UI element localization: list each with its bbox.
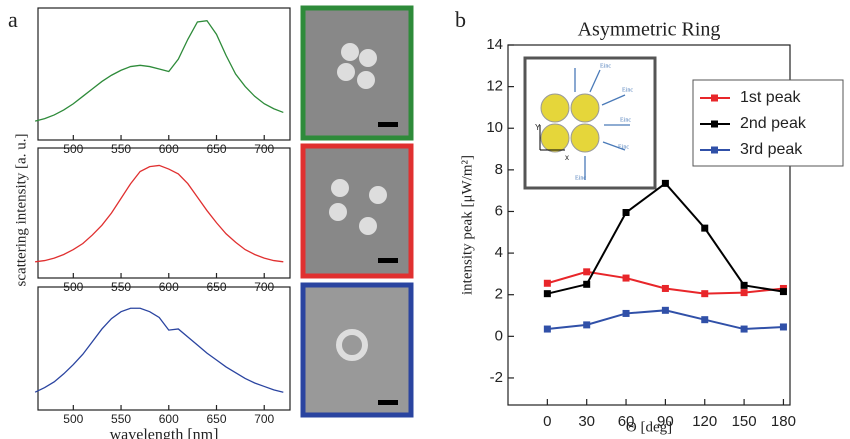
x-tick-label: 550: [111, 142, 131, 156]
legend-swatch: [711, 121, 718, 128]
plot-frame: [38, 8, 290, 140]
y-tick-label: 4: [495, 244, 503, 261]
inset-diagram: Y x Einc Einc Einc Einc Einc: [525, 58, 655, 188]
y-axis-label: scattering intensity [a. u.]: [13, 134, 29, 287]
data-point: [662, 307, 669, 314]
x-tick-label: 120: [692, 413, 717, 430]
data-point: [583, 268, 590, 275]
inset-label: Einc: [618, 144, 629, 150]
x-tick-label: 600: [159, 142, 179, 156]
inset-label: Einc: [622, 87, 633, 93]
x-tick-label: 700: [254, 142, 274, 156]
data-point: [544, 290, 551, 297]
x-tick-label: 650: [206, 412, 226, 426]
legend-swatch: [711, 95, 718, 102]
x-tick-label: 550: [111, 412, 131, 426]
legend-label: 1st peak: [740, 89, 801, 106]
x-tick-label: 150: [732, 413, 757, 430]
legend-label: 2nd peak: [740, 115, 807, 132]
x-tick-label: 650: [206, 142, 226, 156]
panel-label: a: [8, 7, 18, 32]
data-line: [35, 21, 283, 121]
y-tick-label: 2: [495, 286, 503, 303]
y-axis-label: intensity peak [μW/m²]: [459, 155, 475, 295]
data-point: [701, 225, 708, 232]
inset-label: Einc: [600, 63, 611, 69]
y-tick-label: 10: [486, 119, 503, 136]
data-point: [701, 316, 708, 323]
data-point: [623, 310, 630, 317]
y-tick-label: 12: [486, 78, 503, 95]
data-point: [780, 288, 787, 295]
data-point: [662, 285, 669, 292]
y-tick-label: -2: [490, 369, 503, 386]
x-axis-label: Θ [deg]: [626, 419, 672, 435]
x-tick-label: 700: [254, 412, 274, 426]
x-tick-label: 500: [63, 142, 83, 156]
inset-label: Einc: [620, 117, 631, 123]
data-point: [544, 280, 551, 287]
data-point: [741, 289, 748, 296]
plot-frame: [38, 287, 290, 410]
data-point: [741, 326, 748, 333]
inset-label: Einc: [575, 175, 586, 181]
panel-label: b: [455, 7, 466, 32]
figure: a b scattering intensity [a. u.] Y x Ein…: [0, 0, 850, 439]
y-tick-label: 6: [495, 202, 503, 219]
chart-title: Asymmetric Ring: [578, 19, 721, 41]
y-tick-label: 14: [486, 36, 503, 53]
data-point: [701, 290, 708, 297]
y-tick-label: 8: [495, 161, 503, 178]
y-tick-label: 0: [495, 327, 503, 344]
data-point: [623, 209, 630, 216]
data-point: [583, 281, 590, 288]
data-line: [35, 308, 283, 392]
x-tick-label: 600: [159, 412, 179, 426]
data-point: [662, 180, 669, 187]
x-tick-label: 500: [63, 412, 83, 426]
inset-label: Y: [535, 123, 541, 132]
x-tick-label: 30: [578, 413, 595, 430]
data-point: [583, 321, 590, 328]
x-axis-label: wavelength [nm]: [110, 427, 219, 439]
x-tick-label: 0: [543, 413, 551, 430]
legend-swatch: [711, 147, 718, 154]
legend-label: 3rd peak: [740, 141, 803, 158]
data-point: [741, 282, 748, 289]
sem-images: [303, 8, 411, 415]
data-line: [35, 165, 283, 261]
data-point: [623, 275, 630, 282]
data-line: [547, 183, 783, 293]
x-tick-label: 180: [771, 413, 796, 430]
data-point: [780, 323, 787, 330]
inset-label: x: [565, 153, 569, 162]
data-point: [544, 326, 551, 333]
